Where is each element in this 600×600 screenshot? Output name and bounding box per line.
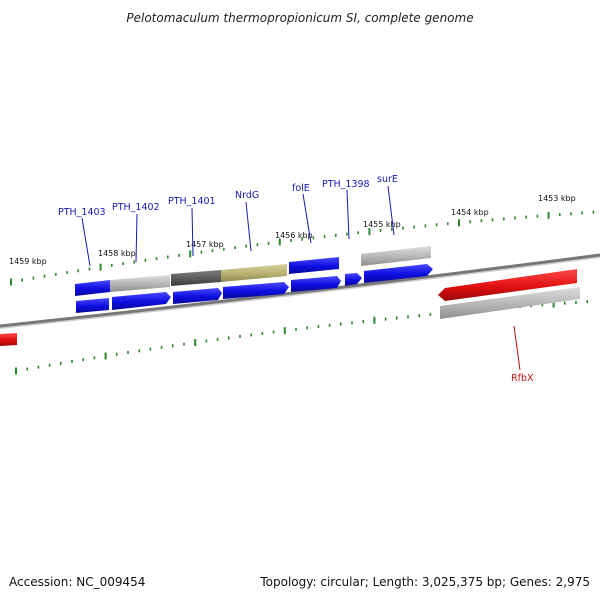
genome-backbone xyxy=(0,253,600,328)
gene-PTH_1398-arrow[interactable] xyxy=(345,273,362,286)
scale-label-1454: 1454 kbp xyxy=(451,208,489,217)
forward-strand-lower xyxy=(76,264,433,313)
scale-label-1458: 1458 kbp xyxy=(98,249,136,258)
leader-PTH_1398 xyxy=(346,189,350,240)
gene-label-folE[interactable]: folE xyxy=(292,183,310,194)
leader-folE xyxy=(302,193,312,244)
scale-label-1455: 1455 kbp xyxy=(363,220,401,229)
gene-surE-arrow[interactable] xyxy=(364,264,433,283)
leader-PTH_1401 xyxy=(191,207,194,257)
gene-PTH_1401-arrow[interactable] xyxy=(173,288,222,304)
scale-ticks-inner xyxy=(15,300,589,375)
leader-PTH_1402 xyxy=(135,213,138,263)
gene-PTH_1402-arrow[interactable] xyxy=(112,292,171,310)
accession-text: Accession: NC_009454 xyxy=(9,575,145,589)
gene-label-RfbX[interactable]: RfbX xyxy=(511,373,534,384)
gene-label-PTH_1403[interactable]: PTH_1403 xyxy=(58,207,106,218)
gene-PTH_1401-upper[interactable] xyxy=(171,270,221,286)
leader-RfbX xyxy=(513,325,521,371)
gene-PTH_1403-arrow[interactable] xyxy=(76,298,109,313)
gene-reverse-gray[interactable] xyxy=(440,287,580,319)
gene-edge-red[interactable] xyxy=(0,333,17,346)
gene-label-PTH_1398[interactable]: PTH_1398 xyxy=(322,179,370,190)
scale-ticks-outer xyxy=(10,210,595,286)
gene-leader-lines xyxy=(81,185,521,371)
gene-RfbX-arrow[interactable] xyxy=(438,269,577,301)
gene-surE-upper[interactable] xyxy=(361,246,431,266)
gene-PTH_1402-upper[interactable] xyxy=(110,275,170,292)
gene-NrdG-upper[interactable] xyxy=(221,264,287,282)
gene-label-PTH_1402[interactable]: PTH_1402 xyxy=(112,202,160,213)
scale-label-1453: 1453 kbp xyxy=(538,194,576,203)
leader-PTH_1403 xyxy=(81,217,91,267)
leader-surE xyxy=(387,185,395,236)
gene-label-PTH_1401[interactable]: PTH_1401 xyxy=(168,196,216,207)
gene-labels: PTH_1403 PTH_1402 PTH_1401 NrdG folE PTH… xyxy=(58,174,534,384)
gene-label-surE[interactable]: surE xyxy=(377,174,398,185)
map-title: Pelotomaculum thermopropionicum SI, comp… xyxy=(126,11,473,25)
gene-PTH_1403-upper[interactable] xyxy=(75,280,110,296)
gene-folE-upper[interactable] xyxy=(289,257,339,274)
reverse-strand xyxy=(0,269,580,346)
scale-label-1456: 1456 kbp xyxy=(275,231,313,240)
gene-NrdG-arrow[interactable] xyxy=(223,282,289,299)
gene-label-NrdG[interactable]: NrdG xyxy=(235,190,259,201)
gene-folE-arrow[interactable] xyxy=(291,276,341,292)
scale-label-1457: 1457 kbp xyxy=(186,240,224,249)
leader-NrdG xyxy=(245,201,252,252)
topology-summary: Topology: circular; Length: 3,025,375 bp… xyxy=(259,575,590,589)
forward-strand-upper xyxy=(75,246,431,296)
scale-label-1459: 1459 kbp xyxy=(9,257,47,266)
